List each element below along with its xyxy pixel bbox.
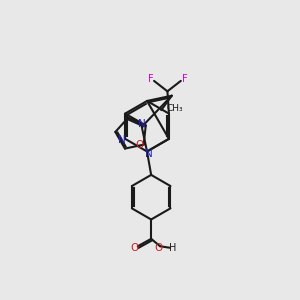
Text: H: H [169, 243, 177, 253]
Text: F: F [148, 74, 153, 84]
Text: O: O [136, 140, 144, 150]
Text: N: N [118, 135, 125, 145]
Text: O: O [154, 243, 163, 253]
Text: CH₃: CH₃ [167, 104, 183, 113]
Text: O: O [130, 243, 138, 253]
Text: F: F [182, 74, 187, 84]
Text: N: N [145, 149, 153, 159]
Text: N: N [138, 119, 146, 129]
